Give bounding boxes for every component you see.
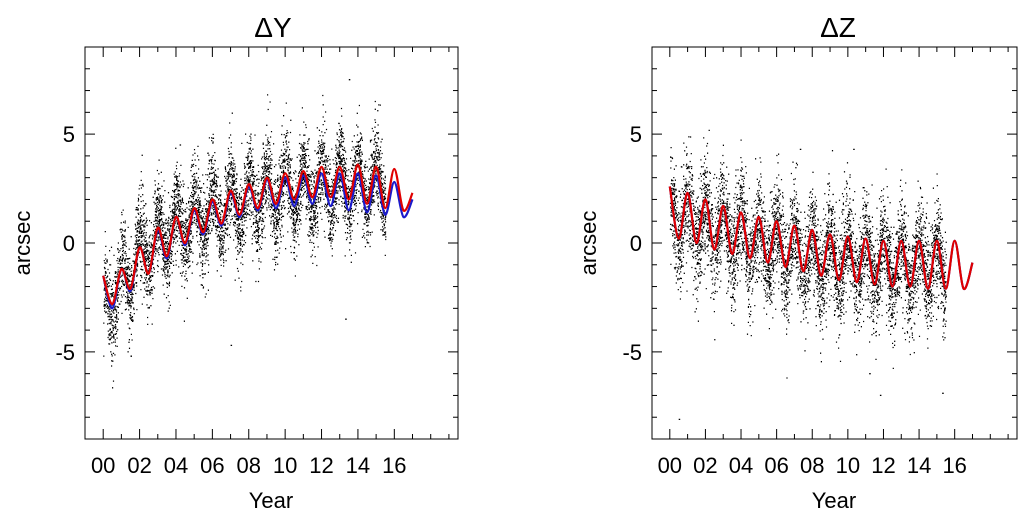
y-tick-label: 0 <box>630 231 642 256</box>
y-axis-ticks: -5 0 5 <box>55 46 458 440</box>
x-axis-label: Year <box>812 488 856 513</box>
x-tick-label: 10 <box>273 453 297 478</box>
chart-title: ΔY <box>254 12 292 43</box>
x-tick-label: 02 <box>127 453 151 478</box>
fit-lines <box>668 186 974 290</box>
x-tick-label: 06 <box>764 453 788 478</box>
x-tick-label: 14 <box>346 453 370 478</box>
x-axis-ticks: 00 02 04 06 08 10 12 14 16 <box>84 47 450 478</box>
x-tick-label: 16 <box>942 453 966 478</box>
fit-line-red <box>102 163 414 306</box>
x-tick-label: 04 <box>729 453 753 478</box>
scatter-points <box>669 129 947 421</box>
x-tick-label: 12 <box>871 453 895 478</box>
scatter-points-cloud <box>103 79 387 389</box>
y-tick-label: -5 <box>622 340 642 365</box>
y-axis-label: arcsec <box>10 211 35 276</box>
x-tick-label: 00 <box>91 453 115 478</box>
y-axis-label: arcsec <box>576 211 601 276</box>
scatter-points <box>103 79 387 389</box>
y-tick-label: 5 <box>630 122 642 147</box>
x-axis-ticks: 00 02 04 06 08 10 12 14 16 <box>651 47 1009 478</box>
scatter-points-cloud <box>669 129 947 421</box>
x-tick-label: 12 <box>309 453 333 478</box>
y-tick-label: 5 <box>63 122 75 147</box>
x-tick-label: 04 <box>164 453 188 478</box>
panel-delta-y: ΔY 00 02 04 06 08 10 12 14 16 -5 0 5 Year arcsec <box>10 12 459 513</box>
x-tick-label: 16 <box>382 453 406 478</box>
x-tick-label: 08 <box>800 453 824 478</box>
fit-line-red <box>668 186 974 290</box>
chart-title: ΔZ <box>820 12 856 43</box>
x-tick-label: 00 <box>658 453 682 478</box>
y-tick-label: 0 <box>63 231 75 256</box>
x-tick-label: 06 <box>200 453 224 478</box>
panel-delta-z: ΔZ 00 02 04 06 08 10 12 14 16 -5 0 5 Year arcsec <box>576 12 1018 513</box>
x-tick-label: 14 <box>907 453 931 478</box>
y-tick-label: -5 <box>55 340 75 365</box>
fit-lines <box>102 163 414 310</box>
x-tick-label: 10 <box>836 453 860 478</box>
plot-frame <box>84 46 459 440</box>
x-tick-label: 02 <box>693 453 717 478</box>
x-tick-label: 08 <box>237 453 261 478</box>
x-axis-label: Year <box>249 488 293 513</box>
y-axis-ticks: -5 0 5 <box>622 46 1017 440</box>
